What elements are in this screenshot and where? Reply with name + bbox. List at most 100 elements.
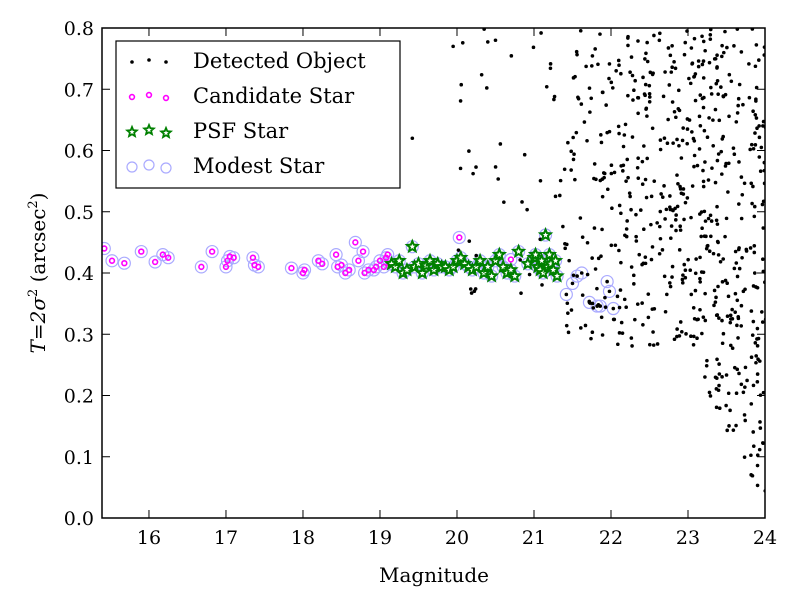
detected-object-point bbox=[670, 65, 674, 70]
detected-object-point bbox=[706, 216, 711, 221]
candidate-star-point bbox=[301, 266, 308, 274]
y-axis: 0.0 0.1 0.2 0.3 0.4 0.5 0.6 0.7 0.8 bbox=[64, 18, 765, 530]
x-tick-label: 17 bbox=[214, 527, 238, 549]
detected-object-point bbox=[755, 344, 760, 348]
detected-object-point bbox=[757, 135, 762, 140]
detected-object-point bbox=[730, 346, 735, 351]
detected-object-point bbox=[493, 38, 498, 43]
detected-object-point bbox=[637, 252, 642, 257]
detected-object-point bbox=[527, 272, 532, 277]
candidate-star-point bbox=[315, 257, 322, 264]
detected-object-point bbox=[632, 88, 636, 93]
detected-object-point bbox=[636, 156, 640, 160]
detected-object-point bbox=[724, 373, 729, 377]
detected-object-point bbox=[609, 163, 614, 168]
detected-object-point bbox=[595, 286, 599, 291]
detected-object-point bbox=[736, 336, 740, 340]
detected-object-point bbox=[690, 184, 695, 188]
detected-object-point bbox=[736, 103, 740, 108]
detected-object-point bbox=[677, 248, 682, 252]
detected-object-point bbox=[609, 171, 614, 176]
y-label-mid: (arcsec bbox=[26, 209, 50, 289]
detected-object-point bbox=[737, 202, 741, 206]
detected-object-point bbox=[617, 131, 621, 136]
detected-object-point bbox=[600, 194, 605, 199]
detected-object-point bbox=[531, 45, 536, 50]
detected-object-point bbox=[748, 246, 753, 250]
detected-object-point bbox=[739, 382, 744, 387]
detected-object-point bbox=[595, 304, 599, 308]
detected-object-point bbox=[733, 310, 737, 314]
detected-object-point bbox=[672, 337, 677, 342]
legend-entry-detected-object: Detected Object bbox=[130, 49, 366, 73]
detected-object-point bbox=[668, 53, 673, 58]
detected-object-point bbox=[660, 248, 665, 252]
detected-object-point bbox=[647, 99, 652, 104]
detected-object-point bbox=[640, 262, 644, 267]
x-tick-label: 18 bbox=[291, 527, 315, 549]
detected-object-point bbox=[689, 292, 694, 297]
detected-object-point bbox=[525, 207, 529, 212]
detected-object-point bbox=[614, 68, 618, 73]
detected-object-point bbox=[717, 362, 721, 366]
detected-object-point bbox=[761, 119, 765, 124]
x-axis: 16 17 18 19 20 21 22 23 24 bbox=[137, 28, 777, 549]
detected-object-point bbox=[617, 248, 621, 253]
detected-object-point bbox=[761, 124, 765, 128]
detected-object-point bbox=[707, 60, 712, 65]
detected-object-point bbox=[727, 424, 731, 428]
detected-object-point bbox=[619, 320, 624, 325]
detected-object-point bbox=[753, 112, 758, 117]
detected-object-point bbox=[758, 426, 763, 430]
detected-object-point bbox=[459, 82, 464, 87]
detected-object-point bbox=[734, 261, 739, 265]
detected-object-point bbox=[731, 146, 736, 150]
detected-object-point bbox=[673, 66, 678, 71]
detected-object-point bbox=[701, 270, 706, 275]
detected-object-point bbox=[626, 93, 630, 98]
detected-object-point bbox=[675, 137, 679, 142]
detected-object-point bbox=[621, 169, 625, 173]
detected-object-point bbox=[732, 266, 737, 271]
detected-object-point bbox=[548, 62, 553, 66]
detected-object-point bbox=[761, 226, 765, 230]
detected-object-point bbox=[605, 279, 609, 284]
detected-object-point bbox=[585, 272, 590, 277]
detected-object-point bbox=[749, 453, 753, 458]
y-label-sup1: 2 bbox=[26, 289, 41, 297]
detected-object-point bbox=[484, 86, 489, 90]
detected-object-point bbox=[754, 85, 759, 90]
detected-object-point bbox=[750, 333, 755, 337]
detected-object-point bbox=[715, 222, 720, 226]
detected-object-point bbox=[706, 178, 711, 182]
detected-object-point bbox=[643, 93, 647, 98]
candidate-star-point bbox=[352, 239, 359, 246]
detected-object-point bbox=[624, 305, 628, 310]
candidate-star-point bbox=[372, 263, 380, 271]
detected-object-point bbox=[629, 265, 634, 269]
x-tick-label: 22 bbox=[599, 527, 623, 549]
detected-object-point bbox=[735, 274, 740, 279]
detected-object-point bbox=[679, 156, 684, 160]
detected-object-point bbox=[566, 140, 570, 145]
detected-object-point bbox=[669, 70, 674, 74]
detected-object-point bbox=[757, 58, 761, 62]
modest-star-point bbox=[381, 248, 395, 262]
x-tick-label: 24 bbox=[753, 527, 777, 549]
detected-object-point bbox=[703, 48, 707, 53]
candidate-star-point bbox=[222, 263, 230, 271]
detected-object-point bbox=[619, 260, 623, 265]
detected-object-point bbox=[737, 266, 742, 271]
detected-object-point bbox=[715, 376, 719, 381]
detected-object-point bbox=[766, 272, 770, 276]
modest-star-point bbox=[102, 241, 111, 256]
detected-object-point bbox=[698, 280, 702, 284]
detected-object-point bbox=[642, 144, 646, 148]
legend-entry-modest-star: Modest Star bbox=[126, 154, 325, 178]
detected-object-point bbox=[740, 255, 744, 260]
detected-object-point bbox=[658, 209, 663, 214]
detected-object-point bbox=[687, 76, 691, 81]
detected-object-point bbox=[587, 300, 592, 305]
detected-object-point bbox=[580, 235, 585, 239]
